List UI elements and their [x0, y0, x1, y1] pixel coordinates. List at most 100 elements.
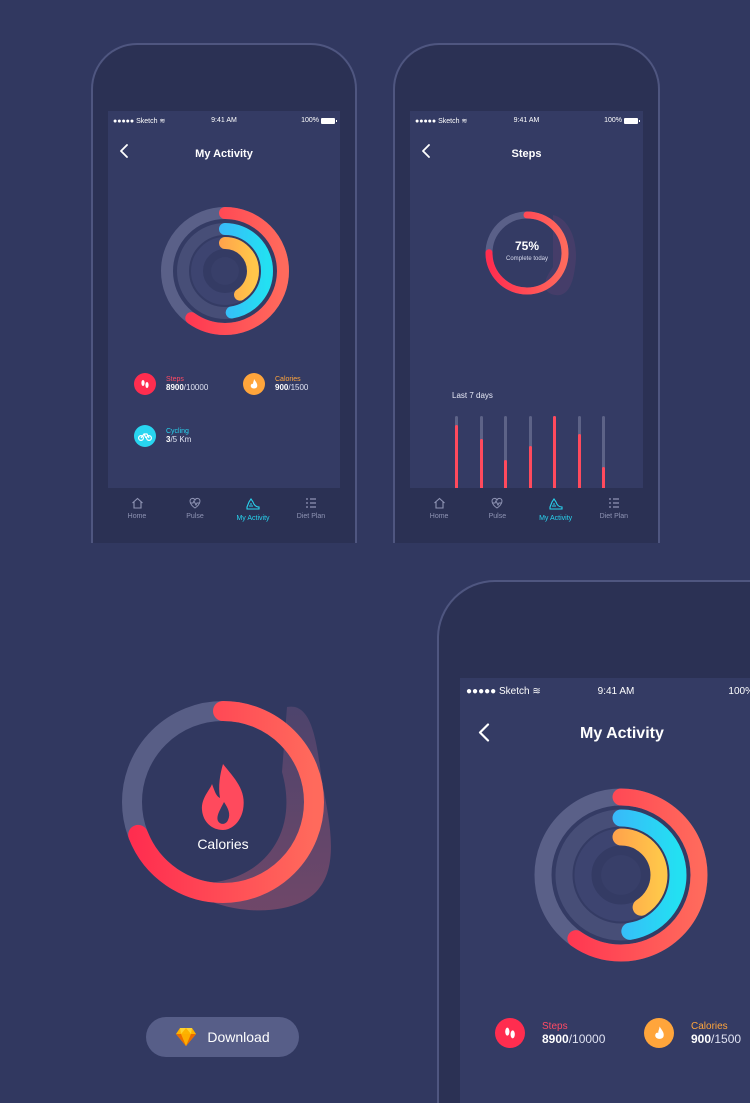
- status-battery: 100%: [604, 117, 640, 124]
- tab-my-activity[interactable]: My Activity: [527, 488, 585, 543]
- calories-feature-ring: [122, 701, 331, 911]
- bar-track: [479, 416, 483, 496]
- back-icon[interactable]: [119, 144, 129, 158]
- status-bar: ●●●●● Sketch ≋ 9:41 AM 100%: [108, 111, 340, 131]
- home-icon: [433, 497, 445, 509]
- status-carrier: ●●●●● Sketch ≋: [466, 686, 541, 697]
- activity-rings: [534, 788, 708, 962]
- running-shoe-icon: [549, 498, 563, 510]
- cycling-ring: [555, 809, 687, 941]
- bicycle-icon: [134, 425, 156, 447]
- bar-track: [602, 416, 605, 496]
- status-battery: 100%: [301, 117, 337, 124]
- calories-feature-label: Calories: [197, 836, 249, 852]
- status-carrier: ●●●●● Sketch ≋: [113, 118, 166, 125]
- steps-value: 8900/10000: [166, 383, 209, 392]
- steps-legend: Steps 8900/10000: [134, 373, 208, 395]
- flame-icon: [644, 1018, 674, 1048]
- steps-legend: Steps 8900/10000: [495, 1018, 605, 1048]
- status-battery: 100%: [728, 686, 750, 697]
- flame-icon: [201, 764, 244, 830]
- bar-track: [504, 416, 507, 496]
- steps-screen: ●●●●● Sketch ≋ 9:41 AM 100% Steps 75% Co…: [410, 111, 643, 543]
- calories-value: 900/1500: [275, 383, 309, 392]
- page-title: Steps: [511, 148, 542, 160]
- tab-diet-plan[interactable]: Diet Plan: [282, 488, 340, 543]
- tab-pulse[interactable]: Pulse: [166, 488, 224, 543]
- calories-legend: Calories 900/1500: [644, 1018, 741, 1048]
- status-bar: ●●●●● Sketch ≋ 9:41 AM 100%: [460, 678, 750, 706]
- page-title: My Activity: [580, 725, 664, 742]
- steps-label: Steps: [166, 376, 184, 383]
- battery-icon: [624, 117, 640, 124]
- heart-pulse-icon: [491, 497, 503, 509]
- steps-progress-arc: [485, 211, 569, 295]
- steps-ring: [161, 207, 289, 335]
- bar: [553, 416, 556, 496]
- activity-screen-large: ●●●●● Sketch ≋ 9:41 AM 100% My Activity: [460, 678, 750, 1103]
- activity-rings: [161, 207, 289, 335]
- footprints-icon: [495, 1018, 525, 1048]
- bar: [577, 434, 581, 496]
- calories-value: 900/1500: [691, 1031, 742, 1046]
- tab-my-activity[interactable]: My Activity: [224, 488, 282, 543]
- download-button[interactable]: Download: [146, 1017, 299, 1057]
- phone-activity: ●●●●● Sketch ≋ 9:41 AM 100% My Activity: [91, 43, 357, 543]
- activity-screen: ●●●●● Sketch ≋ 9:41 AM 100% My Activity: [108, 111, 340, 543]
- back-icon[interactable]: [477, 723, 490, 742]
- list-icon: [306, 498, 316, 508]
- flame-icon: [243, 373, 265, 395]
- calories-legend: Calories 900/1500: [243, 373, 308, 395]
- wifi-icon: ≋: [532, 686, 541, 697]
- bar: [504, 459, 507, 496]
- steps-label: Steps: [542, 1020, 568, 1032]
- status-carrier: ●●●●● Sketch ≋: [415, 118, 468, 125]
- footprints-icon: [134, 373, 156, 395]
- history-title: Last 7 days: [452, 391, 493, 400]
- bar: [528, 445, 532, 496]
- battery-icon: [321, 117, 337, 124]
- tab-pulse[interactable]: Pulse: [468, 488, 526, 543]
- wifi-icon: ≋: [159, 118, 166, 125]
- bar: [479, 439, 483, 496]
- calories-progress-arc: [122, 701, 324, 903]
- running-shoe-icon: [246, 498, 260, 510]
- steps-bar-chart: 112008900568578941256796704500: [410, 111, 643, 543]
- tab-home[interactable]: Home: [108, 488, 166, 543]
- list-icon: [608, 498, 619, 508]
- page-title: My Activity: [195, 148, 253, 160]
- bar-track: [528, 416, 532, 496]
- steps-complete-label: Complete today: [505, 256, 549, 262]
- bar-track: [553, 416, 556, 496]
- cycling-value: 3/5 Km: [166, 435, 192, 444]
- bar: [602, 467, 605, 496]
- status-bar: ●●●●● Sketch ≋ 9:41 AM 100%: [410, 111, 643, 131]
- calories-label: Calories: [275, 376, 301, 383]
- download-label: Download: [207, 1029, 270, 1045]
- steps-ring: [534, 788, 708, 962]
- cycling-ring: [177, 223, 273, 319]
- heart-pulse-icon: [189, 497, 201, 509]
- sketch-diamond-icon: [176, 1028, 197, 1046]
- calories-ring: [191, 237, 259, 305]
- cycling-legend: Cycling 3/5 Km: [134, 425, 191, 447]
- tab-bar: Home Pulse My Activity Diet Plan: [410, 488, 643, 543]
- steps-progress-ring: [485, 211, 577, 296]
- back-icon[interactable]: [421, 144, 431, 158]
- tab-diet-plan[interactable]: Diet Plan: [585, 488, 643, 543]
- tab-bar: Home Pulse My Activity Diet Plan: [108, 488, 340, 543]
- wifi-icon: ≋: [461, 118, 468, 125]
- status-time: 9:41 AM: [597, 686, 635, 697]
- cycling-label: Cycling: [166, 428, 189, 435]
- phone-steps: ●●●●● Sketch ≋ 9:41 AM 100% Steps 75% Co…: [393, 43, 660, 543]
- status-time: 9:41 AM: [513, 117, 540, 124]
- calories-label: Calories: [691, 1020, 728, 1032]
- home-icon: [131, 497, 143, 509]
- bar-track: [455, 416, 458, 496]
- steps-value: 8900/10000: [542, 1031, 606, 1046]
- phone-activity-large: ●●●●● Sketch ≋ 9:41 AM 100% My Activity: [437, 580, 750, 1103]
- status-time: 9:41 AM: [211, 117, 237, 124]
- bar-track: [577, 416, 581, 496]
- tab-home[interactable]: Home: [410, 488, 468, 543]
- steps-percent: 75%: [514, 239, 540, 253]
